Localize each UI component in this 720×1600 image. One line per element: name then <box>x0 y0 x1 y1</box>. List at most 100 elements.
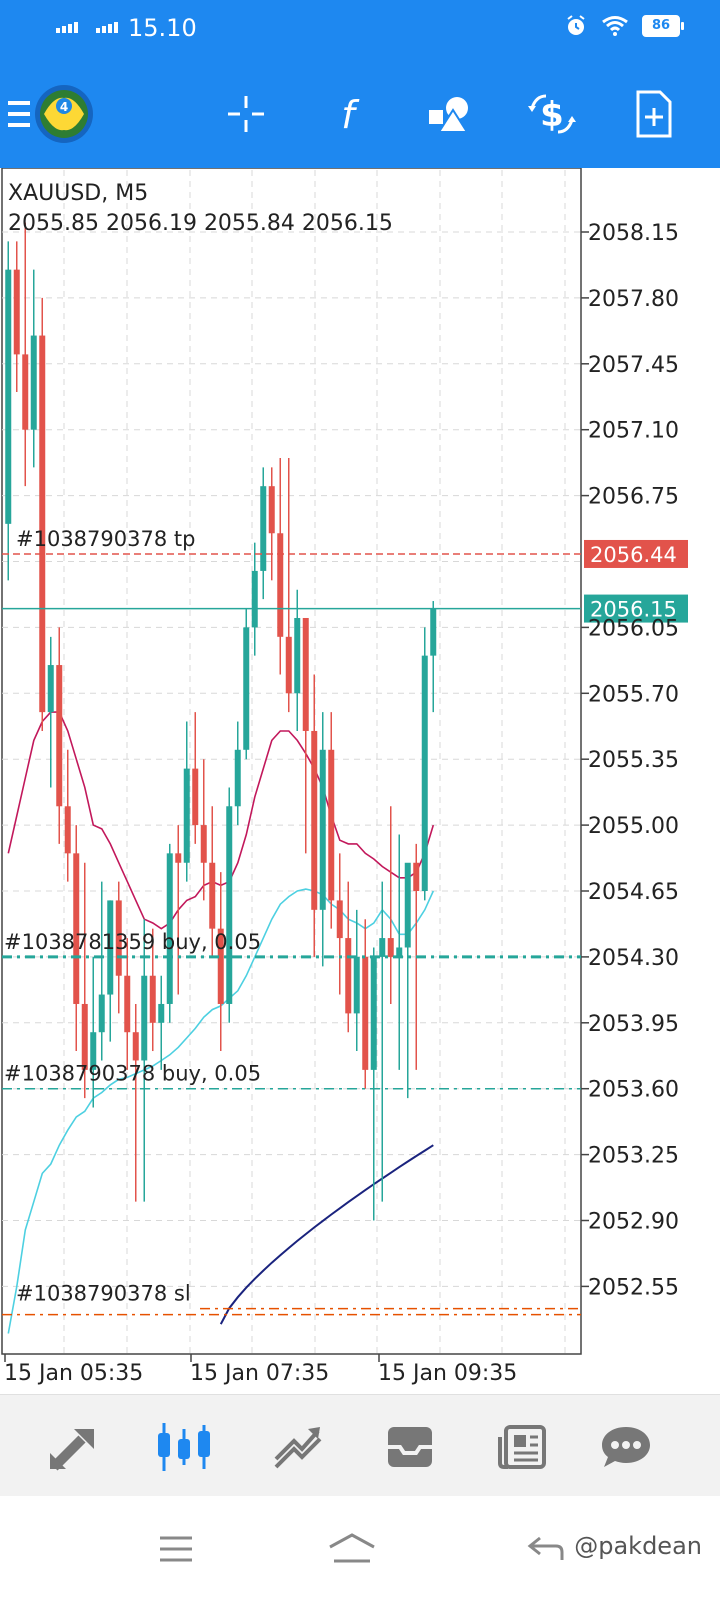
bull-candle <box>5 269 12 524</box>
bull-candle <box>141 975 148 1061</box>
watermark: @pakdean <box>574 1532 702 1560</box>
price-axis: 2058.15 2057.80 2057.45 2057.10 2056.75 2056.… <box>581 221 679 1300</box>
bull-candle <box>183 768 190 863</box>
price-axis-label: 2054.30 <box>588 946 679 971</box>
bull-candle <box>243 627 250 750</box>
bull-candle <box>421 655 428 891</box>
bull-candle <box>319 749 326 910</box>
time-axis-label: 15 Jan 09:35 <box>378 1361 517 1386</box>
bear-candle <box>387 938 394 957</box>
price-axis-label: 2058.15 <box>588 221 679 246</box>
home-icon[interactable] <box>322 1524 382 1574</box>
recents-icon[interactable] <box>146 1524 206 1574</box>
symbol-label: XAUUSD, M5 <box>8 181 148 206</box>
menu-icon[interactable] <box>0 84 48 144</box>
bear-candle <box>192 768 199 826</box>
price-axis-label: 2057.45 <box>588 353 679 378</box>
bear-candle <box>311 730 318 910</box>
bear-candle <box>268 486 275 534</box>
status-bar: 15.10 86 <box>0 0 720 60</box>
price-axis-label: 2053.95 <box>588 1012 679 1037</box>
price-chart[interactable]: #1038790378 tp 2056.44 2056.15 #1038781359 … <box>0 167 720 1394</box>
signal-icon <box>56 22 78 33</box>
bear-candle <box>56 665 63 807</box>
price-axis-label: 2057.80 <box>588 287 679 312</box>
grid <box>2 170 581 1353</box>
price-axis-label: 2052.55 <box>588 1275 679 1300</box>
bear-candle <box>64 806 71 854</box>
news-icon[interactable] <box>490 1417 554 1477</box>
crosshair-icon[interactable] <box>216 84 276 144</box>
time-axis-label: 15 Jan 05:35 <box>4 1361 143 1386</box>
bear-candle <box>277 533 284 637</box>
bear-candle <box>73 853 80 1004</box>
price-axis-label: 2055.70 <box>588 682 679 707</box>
bear-candle <box>124 975 131 1033</box>
ma-slow-line <box>219 1144 434 1325</box>
bull-candle <box>396 947 403 957</box>
ohlc-label: 2055.85 2056.19 2055.84 2056.15 <box>8 211 393 236</box>
bear-candle <box>132 1032 139 1061</box>
bear-candle <box>302 617 309 731</box>
order2-label: #1038790378 buy, 0.05 <box>4 1062 261 1086</box>
inbox-icon[interactable] <box>378 1417 442 1477</box>
bull-candle <box>30 335 37 430</box>
current-price-label: 2056.15 <box>590 598 677 622</box>
chart-area[interactable]: #1038790378 tp 2056.44 2056.15 #1038781359 … <box>0 167 720 1394</box>
system-nav: @pakdean <box>0 1496 720 1600</box>
trade-history-icon[interactable] <box>266 1417 330 1477</box>
bull-candle <box>98 994 105 1033</box>
price-axis-label: 2057.10 <box>588 419 679 444</box>
bear-candle <box>13 269 20 355</box>
price-axis-label: 2054.65 <box>588 880 679 905</box>
alarm-icon <box>567 15 585 35</box>
tp-price-label: 2056.44 <box>590 543 677 567</box>
bear-candle <box>39 335 46 713</box>
bear-candle <box>149 975 156 1023</box>
bull-candle <box>404 862 411 948</box>
svg-text:f: f <box>341 93 360 136</box>
bull-candle <box>166 853 173 1004</box>
bear-candle <box>81 1003 88 1070</box>
bear-candle <box>200 825 207 863</box>
bottom-nav <box>0 1394 720 1497</box>
price-axis-label: 2053.25 <box>588 1144 679 1169</box>
bull-candle <box>260 486 267 571</box>
chart-icon[interactable] <box>152 1417 216 1477</box>
price-axis-label: 2056.75 <box>588 485 679 510</box>
bear-candle <box>285 636 292 694</box>
bear-candle <box>413 862 420 891</box>
objects-icon[interactable] <box>420 84 480 144</box>
plot-frame <box>1 167 582 1355</box>
tp-price-tag <box>584 539 688 568</box>
bull-candle <box>47 665 54 713</box>
signal-icon-2 <box>96 22 118 33</box>
bear-candle <box>217 928 224 1004</box>
price-axis-label: 2055.00 <box>588 814 679 839</box>
bear-candle <box>175 853 182 863</box>
bull-candle <box>370 956 377 1070</box>
bull-candle <box>158 1003 165 1023</box>
bear-candle <box>362 956 369 1070</box>
app-logo[interactable]: 4 <box>34 84 94 144</box>
indicators-icon[interactable]: f <box>318 84 378 144</box>
top-toolbar: 4 f $ <box>0 60 720 168</box>
tp-label: #1038790378 tp <box>16 527 195 551</box>
back-icon[interactable] <box>516 1524 576 1574</box>
wifi-icon <box>602 16 628 36</box>
order-levels: #1038790378 tp 2056.44 2056.15 #1038781359 … <box>2 527 688 1316</box>
status-time: 15.10 <box>128 14 197 42</box>
current-price-tag <box>584 594 688 623</box>
quotes-icon[interactable] <box>40 1417 104 1477</box>
bull-candle <box>251 570 258 628</box>
price-axis-label: 2052.90 <box>588 1210 679 1235</box>
trade-icon[interactable]: $ <box>522 84 582 144</box>
chat-icon[interactable] <box>594 1417 658 1477</box>
battery-indicator: 86 <box>642 15 684 37</box>
bear-candle <box>336 900 343 939</box>
candles <box>5 222 437 1221</box>
bear-candle <box>328 749 335 901</box>
new-order-icon[interactable] <box>624 84 684 144</box>
price-axis-label: 2056.05 <box>588 616 679 641</box>
svg-text:$: $ <box>540 95 564 135</box>
